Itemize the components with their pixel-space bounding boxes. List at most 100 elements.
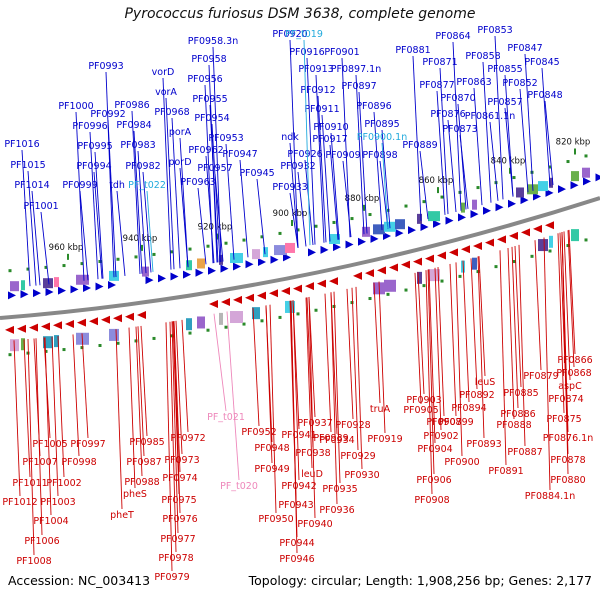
forward-gene-label[interactable]: PF1014 <box>14 180 49 191</box>
forward-gene-label[interactable]: PF0909 <box>325 150 360 161</box>
forward-gene-label[interactable]: PF0958 <box>191 54 226 65</box>
reverse-gene-label[interactable]: PF1008 <box>16 556 51 567</box>
forward-gene-label[interactable]: PF0932 <box>280 161 315 172</box>
forward-gene-label[interactable]: PF0876 <box>430 109 465 120</box>
forward-trna-label[interactable]: PF0900.1n <box>357 132 407 143</box>
forward-gene-label[interactable]: tdh <box>109 180 125 191</box>
forward-trna-label[interactable]: PF_t022 <box>128 180 166 191</box>
forward-gene-label[interactable]: porD <box>168 157 191 168</box>
reverse-trna-label[interactable]: PF_t021 <box>207 412 245 423</box>
forward-gene-label[interactable]: PF0847 <box>507 43 542 54</box>
forward-gene-label[interactable]: PF0877 <box>419 80 454 91</box>
forward-gene-label[interactable]: PF0954 <box>194 113 229 124</box>
reverse-gene-label[interactable]: PF0886 <box>500 409 535 420</box>
forward-gene-label[interactable]: PF0947 <box>222 149 257 160</box>
forward-gene-label[interactable]: PF0996 <box>72 121 107 132</box>
forward-gene-label[interactable]: PF0982 <box>125 161 160 172</box>
reverse-gene-label[interactable]: PF0985 <box>129 437 164 448</box>
forward-gene-label[interactable]: vorA <box>155 87 177 98</box>
reverse-gene-label[interactable]: aspC <box>558 381 582 392</box>
reverse-gene-label[interactable]: PF0919 <box>367 434 402 445</box>
reverse-gene-label[interactable]: PF0973 <box>164 455 199 466</box>
reverse-gene-label[interactable]: PF0940 <box>297 519 332 530</box>
reverse-gene-label[interactable]: PF0930 <box>344 470 379 481</box>
reverse-gene-label[interactable]: PF0972 <box>170 433 205 444</box>
forward-gene-label[interactable]: PF0863 <box>456 77 491 88</box>
forward-gene-label[interactable]: PF0953 <box>208 133 243 144</box>
reverse-gene-label[interactable]: PF0949 <box>254 464 289 475</box>
forward-gene-label[interactable]: PF0873 <box>442 124 477 135</box>
reverse-gene-label[interactable]: PF0946 <box>279 554 314 565</box>
reverse-gene-label[interactable]: PF0976 <box>162 514 197 525</box>
reverse-gene-label[interactable]: PF0894 <box>451 403 486 414</box>
forward-gene-label[interactable]: PF0912 <box>300 85 335 96</box>
reverse-gene-label[interactable]: pheT <box>110 510 134 521</box>
forward-gene-label[interactable]: PF0896 <box>356 101 391 112</box>
reverse-gene-label[interactable]: pheS <box>123 489 147 500</box>
reverse-gene-label[interactable]: PF0892 <box>459 390 494 401</box>
reverse-gene-label[interactable]: PF0942 <box>281 481 316 492</box>
forward-gene-label[interactable]: PF0897 <box>341 81 376 92</box>
forward-gene-label[interactable]: PF0963 <box>180 177 215 188</box>
forward-gene-label[interactable]: PF0956 <box>187 74 222 85</box>
forward-gene-label[interactable]: PF0984 <box>116 120 151 131</box>
forward-gene-label[interactable]: PF0994 <box>76 161 111 172</box>
forward-gene-label[interactable]: PF0913 <box>298 64 333 75</box>
reverse-gene-label[interactable]: truA <box>370 404 391 415</box>
reverse-gene-label[interactable]: PF0875 <box>546 414 581 425</box>
reverse-gene-label[interactable]: PF0998 <box>61 457 96 468</box>
forward-gene-label[interactable]: PF0958.3n <box>188 36 238 47</box>
forward-gene-label[interactable]: PF0920 <box>272 29 307 40</box>
reverse-gene-label[interactable]: leuS <box>475 377 496 388</box>
reverse-gene-label[interactable]: PF0936 <box>319 505 354 516</box>
reverse-gene-label[interactable]: PF0979 <box>154 572 189 583</box>
reverse-gene-label[interactable]: PF0905 <box>403 405 438 416</box>
forward-gene-label[interactable]: PF0911 <box>304 104 339 115</box>
forward-gene-label[interactable]: PF0853 <box>477 25 512 36</box>
forward-gene-label[interactable]: PF1015 <box>10 160 45 171</box>
reverse-gene-label[interactable]: PF0884.1n <box>525 491 575 502</box>
reverse-trna-label[interactable]: PF_t020 <box>220 481 258 492</box>
forward-gene-label[interactable]: PF0895 <box>364 119 399 130</box>
reverse-gene-label[interactable]: PF0879 <box>523 371 558 382</box>
reverse-gene-label[interactable]: PF0887 <box>507 447 542 458</box>
forward-gene-label[interactable]: PF0968 <box>154 107 189 118</box>
forward-gene-label[interactable]: PF0983 <box>120 140 155 151</box>
forward-gene-label[interactable]: PF0870 <box>440 93 475 104</box>
reverse-gene-label[interactable]: PF0934 <box>319 435 354 446</box>
reverse-gene-label[interactable]: PF0950 <box>258 514 293 525</box>
forward-gene-label[interactable]: PF0945 <box>239 168 274 179</box>
reverse-gene-label[interactable]: PF0908 <box>414 495 449 506</box>
reverse-gene-label[interactable]: leuD <box>301 469 323 480</box>
forward-gene-label[interactable]: PF1000 <box>58 101 93 112</box>
reverse-gene-label[interactable]: PF1012 <box>2 497 37 508</box>
forward-gene-label[interactable]: PF0995 <box>77 141 112 152</box>
forward-gene-label[interactable]: ndk <box>281 132 299 143</box>
reverse-gene-label[interactable]: PF0929 <box>340 451 375 462</box>
forward-gene-label[interactable]: PF0897.1n <box>331 64 381 75</box>
reverse-gene-label[interactable]: PF0977 <box>160 534 195 545</box>
reverse-gene-label[interactable]: PF0928 <box>335 420 370 431</box>
reverse-gene-label[interactable]: PF0903 <box>406 395 441 406</box>
reverse-gene-label[interactable]: PF0907 <box>426 417 461 428</box>
reverse-gene-label[interactable]: PF0899 <box>438 417 473 428</box>
reverse-gene-label[interactable]: PF0987 <box>126 457 161 468</box>
reverse-gene-label[interactable]: PF0888 <box>496 420 531 431</box>
reverse-gene-label[interactable]: PF0975 <box>161 495 196 506</box>
reverse-gene-label[interactable]: PF1006 <box>24 536 59 547</box>
reverse-gene-label[interactable]: PF0906 <box>416 475 451 486</box>
reverse-gene-label[interactable]: PF1011 <box>12 478 47 489</box>
reverse-gene-label[interactable]: PF1003 <box>40 497 75 508</box>
reverse-gene-label[interactable]: PF1004 <box>33 516 68 527</box>
forward-gene-label[interactable]: PF0916 <box>289 47 324 58</box>
reverse-gene-label[interactable]: PF0902 <box>423 431 458 442</box>
reverse-gene-label[interactable]: PF0937 <box>297 418 332 429</box>
reverse-gene-label[interactable]: PF0904 <box>417 444 452 455</box>
forward-gene-label[interactable]: PF0852 <box>502 78 537 89</box>
forward-gene-label[interactable]: PF0871 <box>422 57 457 68</box>
forward-gene-label[interactable]: PF0933 <box>272 182 307 193</box>
reverse-gene-label[interactable]: PF0941 <box>281 430 316 441</box>
reverse-gene-label[interactable]: PF1005 <box>32 439 67 450</box>
forward-gene-label[interactable]: PF0861.1n <box>465 111 515 122</box>
forward-gene-label[interactable]: PF1016 <box>4 139 39 150</box>
